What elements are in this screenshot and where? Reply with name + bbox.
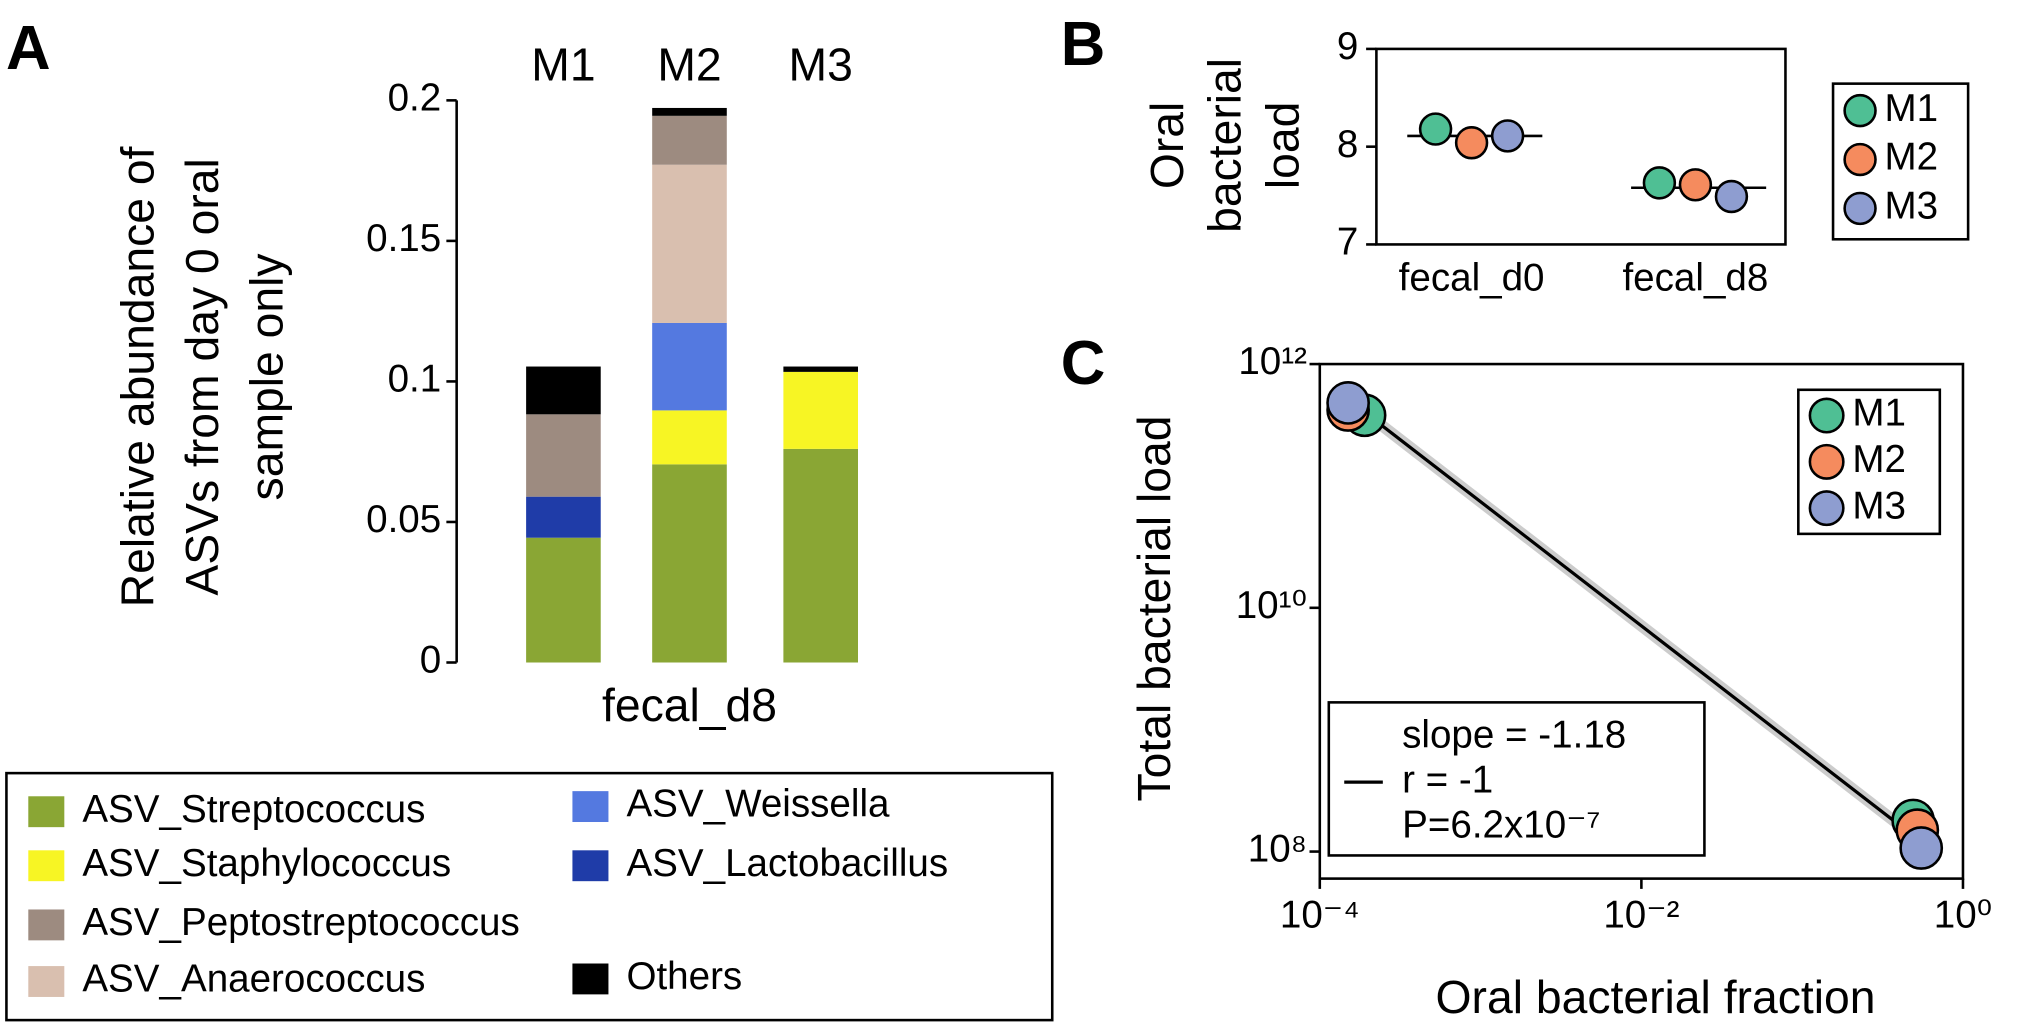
category-label: M3 <box>789 38 853 90</box>
legend-marker <box>1843 191 1877 226</box>
y-tick-label: 8 <box>1337 123 1358 166</box>
legend-swatch <box>572 850 609 882</box>
legend-swatch <box>572 963 609 995</box>
legend-label: ASV_Lactobacillus <box>626 842 948 885</box>
y-tick-label: 9 <box>1337 25 1358 68</box>
bar-segment <box>526 496 601 538</box>
x-tick-label: 10⁰ <box>1934 893 1992 936</box>
legend-swatch <box>28 909 65 941</box>
point <box>1490 119 1525 153</box>
legend-label: M2 <box>1852 438 1906 481</box>
bar-segment <box>783 371 858 449</box>
legend-marker <box>1843 93 1877 128</box>
bar-segment <box>526 414 601 497</box>
point <box>1899 826 1944 870</box>
y-tick-label: 0.05 <box>366 498 441 541</box>
x-tick-label: 10⁻⁴ <box>1280 893 1360 936</box>
y-axis-label: Oral <box>1141 102 1193 189</box>
x-tick-label: 10⁻² <box>1603 893 1679 936</box>
y-axis-label: sample only <box>240 253 292 501</box>
legend-swatch <box>28 966 65 997</box>
legend-marker <box>1808 397 1845 434</box>
legend-label: ASV_Anaerococcus <box>82 958 425 1001</box>
legend-label: ASV_Streptococcus <box>82 788 425 831</box>
legend-box <box>1797 388 1942 536</box>
x-tick-label: fecal_d0 <box>1399 257 1545 300</box>
bar-segment <box>652 115 727 165</box>
point <box>1714 179 1749 214</box>
y-axis-label: Total bacterial load <box>1128 415 1180 801</box>
bar-segment <box>652 107 727 116</box>
legend-marker <box>1843 142 1877 177</box>
legend-swatch <box>28 796 65 828</box>
legend-label: M1 <box>1885 87 1939 130</box>
y-tick-label: 0.2 <box>388 77 442 120</box>
legend-box <box>1831 82 1970 241</box>
bar-segment <box>652 410 727 465</box>
annotation: slope = -1.18 <box>1402 713 1626 756</box>
y-axis-label: ASVs from day 0 oral <box>176 158 228 595</box>
x-axis-label: Oral bacterial fraction <box>1436 971 1876 1023</box>
panel-label: C <box>1061 329 1106 398</box>
legend-label: ASV_Staphylococcus <box>82 842 451 885</box>
legend-marker <box>1808 443 1845 480</box>
bar-segment <box>526 366 601 415</box>
point <box>1326 381 1370 425</box>
legend-swatch <box>28 850 65 882</box>
y-axis-label: load <box>1257 102 1309 190</box>
y-tick-label: 7 <box>1337 221 1358 264</box>
legend-label: M1 <box>1852 392 1906 435</box>
plot-frame <box>1375 47 1787 246</box>
bar-segment <box>783 448 858 663</box>
point <box>1454 126 1489 160</box>
x-tick-label: fecal_d8 <box>1622 257 1768 300</box>
legend-label: M3 <box>1852 484 1906 527</box>
x-axis-label: fecal_d8 <box>602 679 777 731</box>
legend-label: ASV_Weissella <box>626 783 890 826</box>
y-tick-label: 10¹² <box>1238 340 1307 383</box>
legend-label: ASV_Peptostreptococcus <box>82 901 519 944</box>
point <box>1418 112 1453 146</box>
panel-label: A <box>6 14 51 83</box>
fit-line <box>1342 394 1923 844</box>
category-label: M1 <box>531 38 595 90</box>
bar-segment <box>652 322 727 411</box>
annotation: P=6.2x10⁻⁷ <box>1402 803 1600 846</box>
y-axis-label: Relative abundance of <box>112 146 164 607</box>
bar-segment <box>526 537 601 663</box>
legend-label: M3 <box>1885 185 1939 228</box>
annotation-box <box>1327 701 1706 857</box>
y-axis-label: bacterial <box>1199 58 1251 233</box>
y-tick-label: 10⁸ <box>1248 828 1307 871</box>
legend-label: Others <box>626 955 742 998</box>
point <box>1642 166 1677 200</box>
y-tick-label: 0.1 <box>388 358 442 401</box>
bar-segment <box>652 464 727 663</box>
point <box>1678 168 1713 202</box>
legend-label: M2 <box>1885 136 1939 179</box>
annotation: r = -1 <box>1402 758 1493 801</box>
y-tick-label: 10¹⁰ <box>1236 584 1307 627</box>
bar-segment <box>783 366 858 372</box>
y-tick-label: 0.15 <box>366 217 441 260</box>
legend-marker <box>1808 490 1845 527</box>
category-label: M2 <box>657 38 721 90</box>
panel-label: B <box>1061 10 1106 79</box>
y-tick-label: 0 <box>420 639 441 682</box>
legend-swatch <box>572 791 609 823</box>
bar-segment <box>652 164 727 323</box>
legend-box <box>5 771 1054 1022</box>
